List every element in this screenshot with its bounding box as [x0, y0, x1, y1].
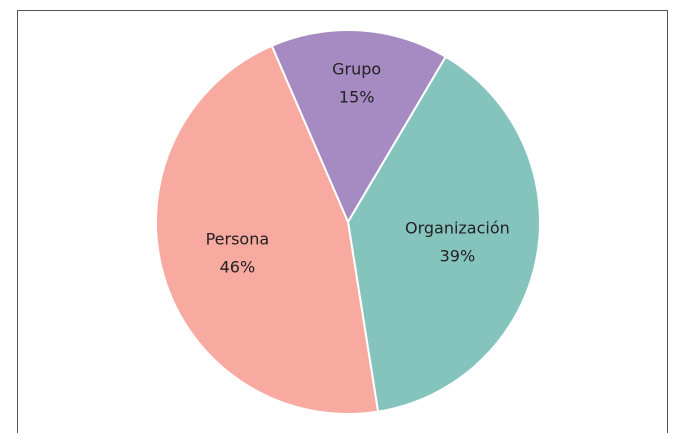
slice-value-label: 39%: [440, 246, 476, 265]
slice-label: Persona: [206, 230, 270, 249]
pie-slice: [346, 55, 541, 413]
frame: [17, 10, 668, 433]
slice-label: Organización: [405, 218, 510, 237]
slice-value-label: 15%: [339, 88, 375, 107]
pie-slice: [270, 29, 448, 225]
slice-value-label: 46%: [220, 258, 256, 277]
pie-slice: [155, 44, 380, 415]
slice-label: Grupo: [332, 60, 381, 79]
